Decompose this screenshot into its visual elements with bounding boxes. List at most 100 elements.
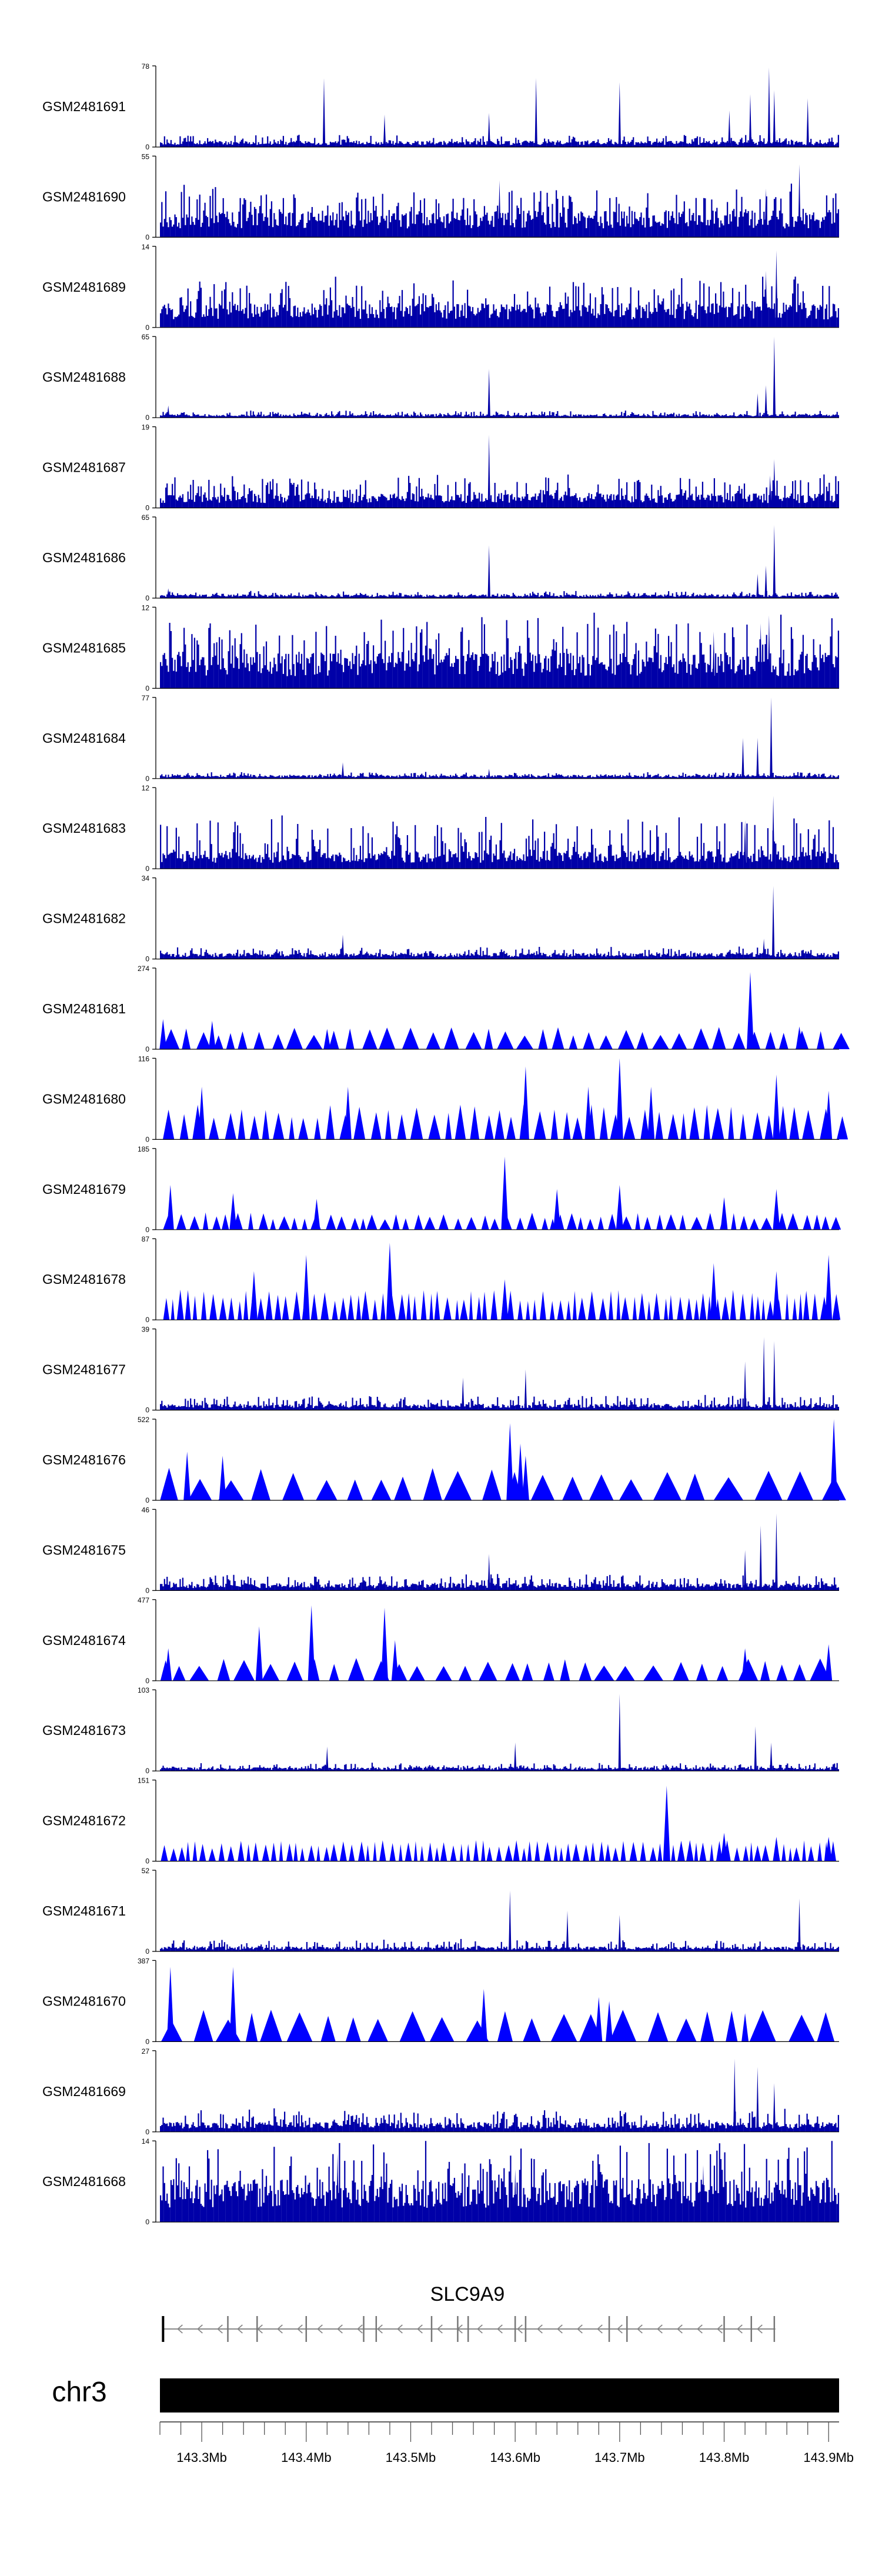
coverage-peak <box>741 1648 749 1681</box>
y-min-label: 0 <box>145 1226 149 1234</box>
track-label: GSM2481685 <box>42 640 126 655</box>
strand-arrow <box>616 2324 623 2334</box>
track-GSM2481671: GSM2481671 52 0 <box>42 1867 840 1956</box>
axis-tick-label: 143.8Mb <box>699 2450 750 2465</box>
coverage-peak <box>383 114 386 147</box>
coverage-peak <box>756 393 759 418</box>
gene-exon <box>162 2316 165 2342</box>
gene-exon <box>430 2316 433 2342</box>
coverage-peak <box>764 565 767 598</box>
coverage-area <box>160 135 840 147</box>
track-label: GSM2481687 <box>42 460 126 475</box>
track-GSM2481682: GSM2481682 34 0 <box>42 875 840 963</box>
coverage-peak <box>743 820 747 869</box>
strand-arrow <box>396 2324 403 2334</box>
y-max-label: 77 <box>142 694 150 702</box>
track-label: GSM2481673 <box>42 1723 126 1738</box>
coverage-peak <box>553 1189 561 1230</box>
coverage-peak <box>770 697 773 779</box>
track-GSM2481674: GSM2481674 477 0 <box>42 1596 839 1685</box>
y-min-label: 0 <box>145 594 149 602</box>
y-min-label: 0 <box>145 1767 149 1775</box>
track-GSM2481669: GSM2481669 27 0 <box>42 2047 840 2136</box>
coverage-peak <box>756 738 759 779</box>
track-label: GSM2481677 <box>42 1362 126 1377</box>
coverage-peak <box>830 1419 838 1500</box>
track-label: GSM2481671 <box>42 1903 126 1918</box>
coverage-peak <box>825 1644 833 1681</box>
y-min-label: 0 <box>145 1406 149 1414</box>
coverage-peak <box>341 935 345 959</box>
coverage-peak <box>166 1184 174 1230</box>
coverage-area <box>160 1467 846 1500</box>
coverage-peak <box>756 573 759 598</box>
track-GSM2481685: GSM2481685 12 0 <box>42 603 840 692</box>
coverage-area <box>160 1574 840 1591</box>
coverage-peak <box>219 1456 226 1500</box>
y-min-label: 0 <box>145 1677 149 1685</box>
track-label: GSM2481678 <box>42 1272 126 1287</box>
track-GSM2481670: GSM2481670 387 0 <box>42 1957 839 2046</box>
coverage-peak <box>250 1271 258 1320</box>
y-max-label: 14 <box>142 2137 150 2145</box>
gene-exon <box>514 2316 516 2342</box>
gene-track: SLC9A9 <box>162 2283 776 2342</box>
coverage-peak <box>487 1554 490 1591</box>
y-max-label: 387 <box>138 1957 149 1965</box>
coverage-peak <box>747 972 754 1049</box>
coverage-area <box>160 276 840 328</box>
coverage-peak <box>487 369 490 418</box>
y-max-label: 52 <box>142 1867 150 1875</box>
strand-arrow <box>736 2324 743 2334</box>
y-min-label: 0 <box>145 323 149 332</box>
coverage-peak <box>764 271 767 328</box>
y-max-label: 12 <box>142 784 150 792</box>
coverage-area <box>160 772 840 779</box>
coverage-peak <box>341 762 345 779</box>
coverage-peak <box>771 796 775 869</box>
coverage-area <box>163 1289 841 1320</box>
y-max-label: 185 <box>138 1145 149 1153</box>
y-max-label: 78 <box>142 62 150 71</box>
coverage-peak <box>618 1914 621 1951</box>
coverage-peak <box>773 1075 780 1140</box>
coverage-area <box>160 2141 840 2223</box>
track-label: GSM2481669 <box>42 2084 126 2099</box>
coverage-peak <box>806 98 809 147</box>
axis-tick-label: 143.9Mb <box>803 2450 854 2465</box>
coverage-peak <box>344 1086 352 1140</box>
gene-exon <box>524 2316 527 2342</box>
track-GSM2481678: GSM2481678 87 0 <box>42 1235 841 1324</box>
coverage-peak <box>771 886 775 959</box>
coverage-peak <box>595 1997 603 2042</box>
coverage-peak <box>733 2058 736 2132</box>
coverage-peak <box>741 738 744 779</box>
coverage-peak <box>308 1605 315 1681</box>
coverage-area <box>160 1658 831 1681</box>
coverage-peak <box>462 1377 465 1410</box>
coverage-area <box>161 1840 836 1861</box>
track-label: GSM2481688 <box>42 369 126 385</box>
coverage-peak <box>762 1337 766 1410</box>
coverage-peak <box>728 110 731 147</box>
y-max-label: 34 <box>142 875 150 883</box>
strand-arrow <box>476 2324 483 2334</box>
coverage-peak <box>764 188 767 238</box>
track-label: GSM2481675 <box>42 1542 126 1557</box>
coverage-peak <box>756 2067 759 2132</box>
strand-arrow <box>356 2324 363 2334</box>
y-min-label: 0 <box>145 1496 149 1504</box>
y-max-label: 522 <box>138 1416 149 1424</box>
y-min-label: 0 <box>145 413 149 422</box>
coverage-peak <box>584 1086 592 1140</box>
axis-tick-label: 143.7Mb <box>594 2450 645 2465</box>
coverage-peak <box>764 385 767 418</box>
coverage-peak <box>606 2001 613 2042</box>
coverage-peak <box>663 1786 670 1861</box>
coverage-peak <box>487 435 490 508</box>
track-GSM2481672: GSM2481672 151 0 <box>42 1777 839 1866</box>
coverage-peak <box>773 525 776 598</box>
y-max-label: 65 <box>142 513 150 522</box>
track-GSM2481679: GSM2481679 185 0 <box>42 1145 841 1234</box>
coverage-peak <box>754 1726 757 1771</box>
